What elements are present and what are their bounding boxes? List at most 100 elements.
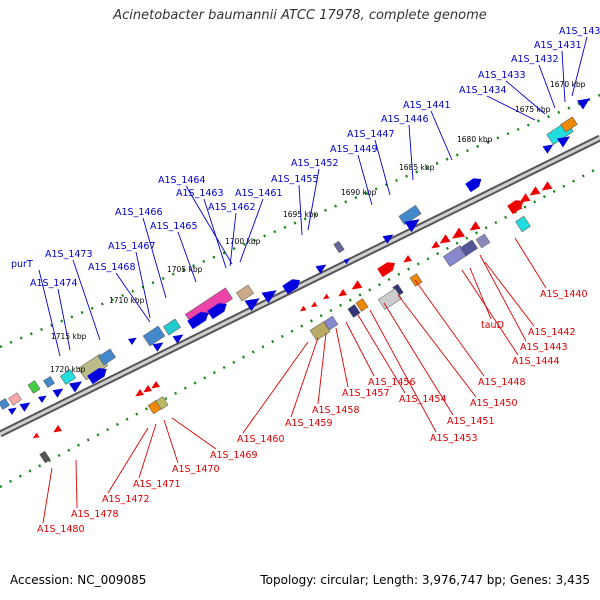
gene-label-a1s-1466[interactable]: A1S_1466 bbox=[115, 207, 163, 218]
gene-label-a1s-1444[interactable]: A1S_1444 bbox=[512, 356, 560, 367]
leader-line-a1s_1452 bbox=[307, 168, 320, 231]
reverse-gene-arrow-2 bbox=[529, 186, 541, 196]
leader-line-a1s_1462 bbox=[229, 212, 237, 267]
gene-label-a1s-1450[interactable]: A1S_1450 bbox=[470, 398, 518, 409]
gene-label-a1s-1459[interactable]: A1S_1459 bbox=[285, 418, 333, 429]
gene-label-taud[interactable]: tauD bbox=[481, 320, 504, 331]
gene-label-a1s-1451[interactable]: A1S_1451 bbox=[447, 416, 495, 427]
accession-text: Accession: NC_009085 bbox=[10, 573, 147, 587]
genome-summary-text: Topology: circular; Length: 3,976,747 bp… bbox=[260, 573, 590, 587]
tick-label-1720-kbp: 1720 kbp bbox=[50, 365, 86, 374]
gene-label-a1s-1480[interactable]: A1S_1480 bbox=[37, 524, 85, 535]
forward-gene-box-11 bbox=[27, 380, 41, 394]
leader-line-a1s_1432 bbox=[538, 64, 556, 109]
reverse-gene-box-8 bbox=[347, 304, 361, 318]
gene-label-a1s-1474[interactable]: A1S_1474 bbox=[30, 278, 78, 289]
leader-line-a1s_1451 bbox=[383, 302, 454, 416]
leader-line-a1s_1443 bbox=[479, 254, 527, 342]
gene-label-a1s-1456[interactable]: A1S_1456 bbox=[368, 377, 416, 388]
leader-line-taud bbox=[469, 267, 492, 320]
gene-label-a1s-1469[interactable]: A1S_1469 bbox=[210, 450, 258, 461]
gene-label-a1s-1431[interactable]: A1S_1431 bbox=[534, 40, 582, 51]
gene-label-a1s-1467[interactable]: A1S_1467 bbox=[108, 241, 156, 252]
leader-line-a1s_1441 bbox=[430, 110, 453, 161]
reverse-gene-arrow-8 bbox=[439, 234, 451, 244]
gene-label-a1s-1462[interactable]: A1S_1462 bbox=[208, 202, 256, 213]
gene-label-a1s-1434[interactable]: A1S_1434 bbox=[459, 85, 507, 96]
reverse-gene-box-2 bbox=[460, 239, 478, 257]
reverse-gene-arrow-6 bbox=[469, 221, 481, 231]
tick-label-1685-kbp: 1685 kbp bbox=[399, 163, 435, 172]
forward-gene-arrow-12 bbox=[187, 311, 209, 330]
gene-label-a1s-1440[interactable]: A1S_1440 bbox=[540, 289, 588, 300]
reverse-gene-box-14 bbox=[39, 450, 51, 464]
leader-line-a1s_1442 bbox=[484, 261, 535, 327]
leader-line-a1s_1472 bbox=[107, 427, 149, 494]
forward-gene-arrow-4 bbox=[465, 178, 482, 193]
reverse-gene-arrow-11 bbox=[377, 262, 396, 278]
forward-gene-box-15 bbox=[333, 240, 345, 254]
gene-label-a1s-1430[interactable]: A1S_1430 bbox=[559, 26, 600, 37]
gene-label-a1s-1470[interactable]: A1S_1470 bbox=[172, 464, 220, 475]
reverse-gene-box-13 bbox=[515, 215, 531, 233]
gene-label-a1s-1460[interactable]: A1S_1460 bbox=[237, 434, 285, 445]
leader-line-a1s_1448 bbox=[414, 279, 485, 377]
leader-line-a1s_1430 bbox=[571, 36, 588, 97]
backbone-highlight bbox=[0, 136, 600, 436]
gene-label-a1s-1447[interactable]: A1S_1447 bbox=[347, 129, 395, 140]
leader-line-a1s_1444 bbox=[461, 269, 519, 356]
leader-line-a1s_1440 bbox=[514, 237, 547, 289]
tick-label-1715-kbp: 1715 kbp bbox=[51, 332, 87, 341]
gene-label-a1s-1473[interactable]: A1S_1473 bbox=[45, 249, 93, 260]
gene-label-a1s-1454[interactable]: A1S_1454 bbox=[399, 394, 447, 405]
gene-label-a1s-1457[interactable]: A1S_1457 bbox=[342, 388, 390, 399]
gene-label-a1s-1446[interactable]: A1S_1446 bbox=[381, 114, 429, 125]
leader-line-a1s_1473 bbox=[72, 259, 101, 341]
gene-label-a1s-1443[interactable]: A1S_1443 bbox=[520, 342, 568, 353]
reverse-gene-arrow-20 bbox=[53, 424, 62, 433]
forward-gene-arrow-3 bbox=[542, 144, 554, 154]
leader-line-a1s_1480 bbox=[42, 467, 53, 524]
gene-label-a1s-1448[interactable]: A1S_1448 bbox=[478, 377, 526, 388]
leader-line-a1s_1458 bbox=[317, 332, 327, 405]
tick-label-1680-kbp: 1680 kbp bbox=[457, 135, 493, 144]
tick-label-1675-kbp: 1675 kbp bbox=[515, 105, 551, 114]
reverse-gene-box-3 bbox=[475, 233, 491, 249]
tick-label-1710-kbp: 1710 kbp bbox=[109, 296, 145, 305]
gene-label-a1s-1471[interactable]: A1S_1471 bbox=[133, 479, 181, 490]
gene-label-a1s-1441[interactable]: A1S_1441 bbox=[403, 100, 451, 111]
forward-gene-arrow-9 bbox=[282, 279, 301, 295]
gene-label-a1s-1442[interactable]: A1S_1442 bbox=[528, 327, 576, 338]
gene-label-a1s-1463[interactable]: A1S_1463 bbox=[176, 188, 224, 199]
reverse-gene-arrow-13 bbox=[338, 288, 347, 297]
leader-line-a1s_1474 bbox=[57, 288, 71, 351]
forward-gene-arrow-16 bbox=[128, 337, 137, 346]
gene-label-a1s-1478[interactable]: A1S_1478 bbox=[71, 509, 119, 520]
gene-label-a1s-1449[interactable]: A1S_1449 bbox=[330, 144, 378, 155]
leader-line-a1s_1470 bbox=[163, 419, 179, 464]
tick-label-1705-kbp: 1705 kbp bbox=[167, 265, 203, 274]
gene-label-a1s-1465[interactable]: A1S_1465 bbox=[150, 221, 198, 232]
gene-label-a1s-1461[interactable]: A1S_1461 bbox=[235, 188, 283, 199]
gene-label-a1s-1458[interactable]: A1S_1458 bbox=[312, 405, 360, 416]
gene-label-purt[interactable]: purT bbox=[11, 259, 33, 270]
gene-label-a1s-1452[interactable]: A1S_1452 bbox=[291, 158, 339, 169]
forward-gene-arrow-18 bbox=[69, 381, 83, 393]
forward-gene-arrow-6 bbox=[382, 234, 394, 244]
gene-label-a1s-1432[interactable]: A1S_1432 bbox=[511, 54, 559, 65]
map-title: Acinetobacter baumannii ATCC 17978, comp… bbox=[113, 8, 487, 23]
forward-gene-arrow-13 bbox=[207, 303, 227, 320]
forward-gene-box-12 bbox=[43, 376, 55, 388]
gene-label-a1s-1453[interactable]: A1S_1453 bbox=[430, 433, 478, 444]
reverse-gene-box-9 bbox=[309, 321, 331, 341]
reverse-gene-arrow-1 bbox=[541, 181, 553, 191]
forward-gene-arrow-17 bbox=[87, 368, 107, 385]
gene-label-a1s-1464[interactable]: A1S_1464 bbox=[158, 175, 206, 186]
gene-label-a1s-1455[interactable]: A1S_1455 bbox=[271, 174, 319, 185]
gene-label-a1s-1472[interactable]: A1S_1472 bbox=[102, 494, 150, 505]
reverse-gene-arrow-14 bbox=[322, 293, 330, 300]
gene-label-a1s-1468[interactable]: A1S_1468 bbox=[88, 262, 136, 273]
reverse-gene-arrow-17 bbox=[151, 380, 160, 389]
gene-label-a1s-1433[interactable]: A1S_1433 bbox=[478, 70, 526, 81]
forward-gene-arrow-10 bbox=[261, 290, 277, 304]
